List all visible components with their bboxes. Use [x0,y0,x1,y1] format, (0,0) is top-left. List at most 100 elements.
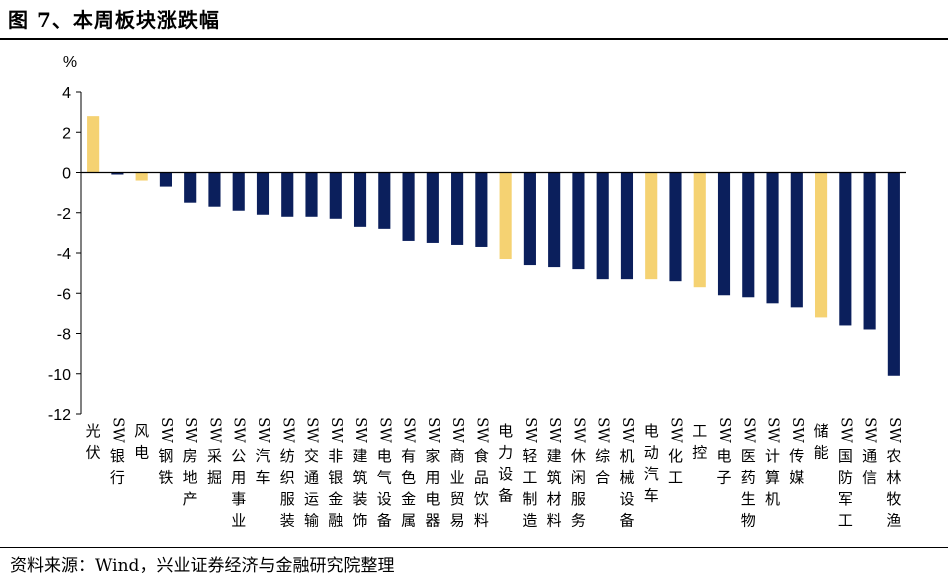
svg-text:车: 车 [644,487,659,505]
svg-text:工: 工 [668,469,683,487]
svg-text:伏: 伏 [86,444,101,462]
svg-text:SW: SW [158,417,176,443]
svg-text:筑: 筑 [547,469,562,487]
svg-text:SW: SW [522,417,540,443]
svg-text:合: 合 [595,469,610,487]
y-axis: 4 2 0 -2 -4 -6 -8 -10 -12 [48,85,81,424]
svg-text:银: 银 [110,447,125,465]
svg-text:电: 电 [425,490,440,508]
svg-text:房: 房 [183,447,198,465]
x-category-label: SW 采掘 [206,417,224,486]
bar [669,172,682,282]
svg-text:公: 公 [231,447,246,465]
svg-text:银: 银 [328,469,343,487]
svg-text:器: 器 [425,512,440,530]
svg-text:备: 备 [377,512,392,530]
svg-text:工: 工 [692,422,707,440]
svg-text:国: 国 [838,447,853,465]
svg-text:SW: SW [886,417,904,443]
bar [887,172,900,376]
bar [693,172,706,288]
svg-text:品: 品 [474,469,489,487]
x-category-label: 光伏 [86,422,101,462]
x-category-label: SW 计算机 [765,417,783,508]
svg-text:易: 易 [450,512,465,530]
svg-text:地: 地 [183,469,198,487]
bar [426,172,439,243]
x-category-label: SW 电子 [716,417,734,486]
svg-text:军: 军 [838,490,853,508]
svg-text:料: 料 [474,512,489,530]
svg-text:SW: SW [667,417,685,443]
svg-text:食: 食 [474,447,489,465]
bar [87,116,100,173]
svg-text:传: 传 [789,447,804,465]
x-category-label: SW 钢铁 [158,417,176,486]
bar [839,172,852,326]
svg-text:商: 商 [450,447,465,465]
source-rule [0,547,948,548]
svg-text:行: 行 [110,469,125,487]
svg-text:SW: SW [740,417,758,443]
y-tick-label: 0 [62,166,71,183]
svg-text:设: 设 [377,490,392,508]
svg-text:算: 算 [765,469,780,487]
svg-text:电: 电 [644,422,659,440]
svg-text:业: 业 [231,512,246,530]
svg-text:用: 用 [425,469,440,487]
svg-text:业: 业 [450,469,465,487]
figure-title: 图 7、本周板块涨跌幅 [8,8,220,32]
svg-text:械: 械 [619,469,634,487]
bar [499,172,512,260]
bars [87,116,900,376]
svg-text:建: 建 [353,447,368,465]
svg-text:建: 建 [547,447,562,465]
svg-text:能: 能 [814,444,829,462]
svg-text:闲: 闲 [571,469,586,487]
svg-text:渔: 渔 [886,512,901,530]
svg-text:轻: 轻 [522,447,537,465]
svg-text:家: 家 [425,447,440,465]
bar [232,172,245,211]
svg-text:SW: SW [570,417,588,443]
bar [742,172,755,298]
svg-text:储: 储 [814,422,829,440]
svg-text:生: 生 [741,490,756,508]
bar [281,172,294,217]
svg-text:通: 通 [862,447,877,465]
bar-chart: % 420-2-4-6-8-10-12 光伏SW银行风电SW钢铁SW房地产SW采… [48,54,906,530]
x-category-label: SW 综合 [595,417,613,486]
svg-text:造: 造 [522,512,537,530]
x-category-label: SW 通信 [862,417,880,486]
svg-text:机: 机 [765,490,780,508]
source-note: 资料来源：Wind，兴业证券经济与金融研究院整理 [10,556,395,576]
y-tick-label: -4 [57,246,71,263]
svg-text:林: 林 [886,469,901,487]
svg-text:SW: SW [255,417,273,443]
svg-text:SW: SW [837,417,855,443]
svg-text:有: 有 [401,447,416,465]
bar [451,172,464,245]
y-tick-label: -10 [48,367,71,384]
svg-text:SW: SW [328,417,346,443]
bar [815,172,828,318]
svg-text:非: 非 [328,447,343,465]
svg-text:钢: 钢 [158,447,173,465]
bar [402,172,415,241]
x-category-label: SW 房地产 [182,417,200,508]
x-category-label: SW 传媒 [789,417,807,486]
svg-text:饰: 饰 [353,512,368,530]
svg-text:织: 织 [280,469,295,487]
svg-text:SW: SW [789,417,807,443]
x-category-label: 风电 [134,422,149,462]
svg-text:牧: 牧 [886,490,901,508]
